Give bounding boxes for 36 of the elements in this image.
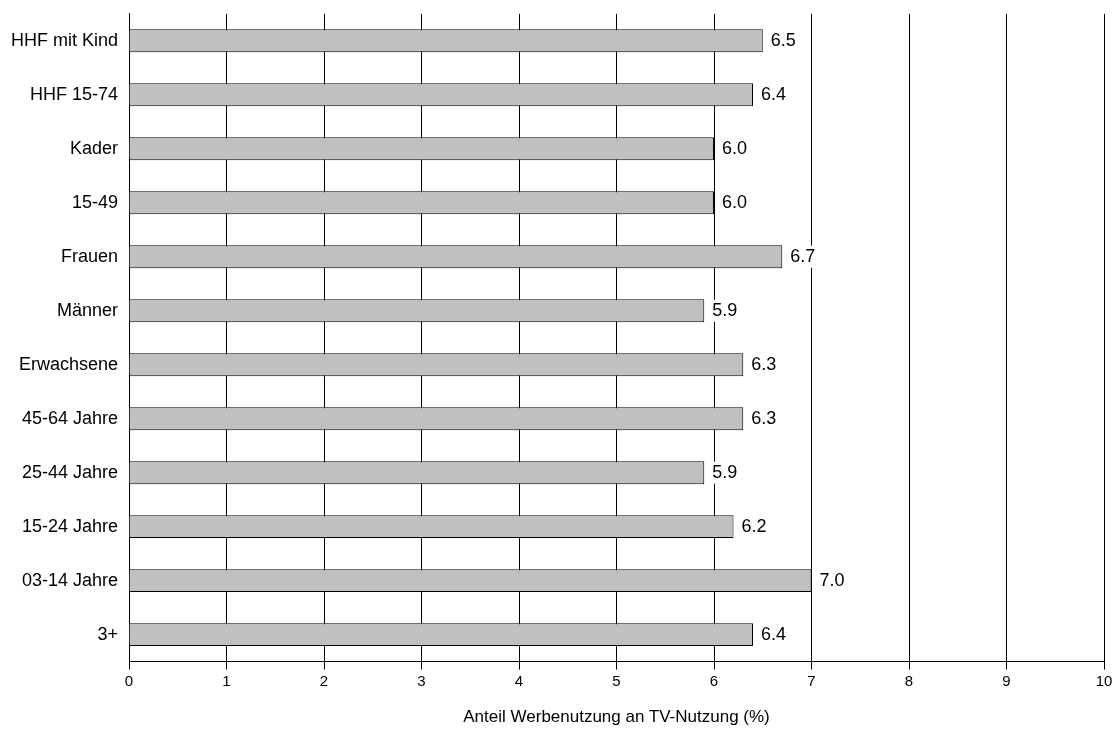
- x-tick-label: 6: [709, 671, 719, 689]
- y-tick-label: HHF mit Kind: [11, 29, 119, 50]
- y-tick-label: 25-44 Jahre: [21, 461, 119, 482]
- x-tick-label: 9: [1002, 671, 1011, 689]
- y-tick-label: Männer: [56, 299, 119, 320]
- data-label: 6.0: [722, 191, 748, 212]
- y-tick-label: Frauen: [60, 245, 119, 266]
- x-tick-label: 5: [612, 671, 621, 689]
- y-tick-label: Kader: [69, 137, 119, 158]
- y-tick-label: HHF 15-74: [29, 83, 119, 104]
- x-tick-label: 10: [1095, 671, 1113, 689]
- x-tick-label: 0: [124, 671, 134, 689]
- data-label: 5.9: [712, 299, 738, 320]
- y-tick-label: 3+: [97, 623, 119, 644]
- data-label: 6.5: [770, 29, 796, 50]
- y-tick-label: 15-24 Jahre: [21, 515, 119, 536]
- y-tick-label: 03-14 Jahre: [21, 569, 119, 590]
- y-tick-label: 15-49: [71, 191, 119, 212]
- data-label: 6.2: [741, 515, 767, 536]
- x-tick-label: 3: [417, 671, 426, 689]
- data-label: 6.4: [761, 83, 787, 104]
- data-label: 7.0: [819, 569, 845, 590]
- y-tick-label: Erwachsene: [18, 353, 119, 374]
- y-tick-label: 45-64 Jahre: [21, 407, 119, 428]
- data-label: 5.9: [712, 461, 738, 482]
- x-tick-label: 8: [904, 671, 914, 689]
- data-label: 6.4: [761, 623, 787, 644]
- data-label: 6.3: [751, 407, 777, 428]
- data-label: 6.0: [722, 137, 748, 158]
- x-axis-title: Anteil Werbenutzung an TV-Nutzung (%): [463, 707, 770, 727]
- x-tick-label: 2: [319, 671, 329, 689]
- data-label: 6.3: [751, 353, 777, 374]
- data-label: 6.7: [790, 245, 816, 266]
- x-tick-label: 1: [222, 671, 231, 689]
- x-tick-label: 7: [807, 671, 816, 689]
- x-tick-label: 4: [514, 671, 524, 689]
